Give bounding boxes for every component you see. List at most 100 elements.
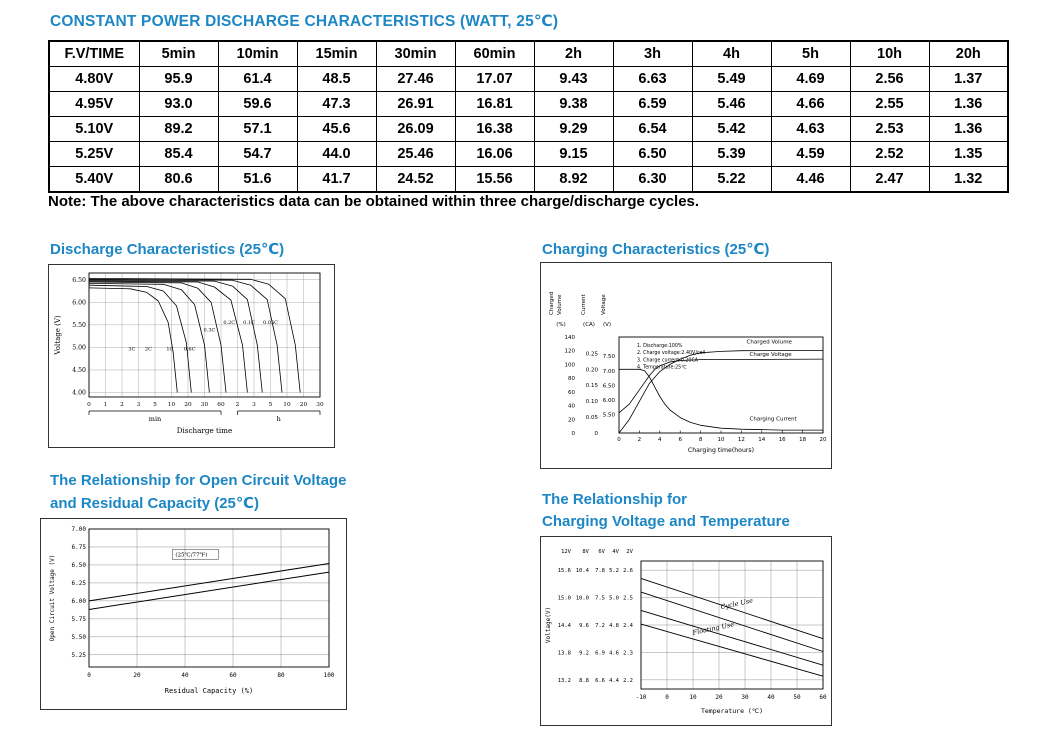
table-cell: 1.36 — [928, 116, 1009, 142]
table-cell: 4.66 — [770, 91, 851, 117]
discharge-heading: Discharge Characteristics (25℃) — [50, 241, 285, 258]
svg-text:9.6: 9.6 — [579, 623, 589, 629]
table-row-label: 4.80V — [48, 66, 140, 92]
svg-text:3C: 3C — [128, 347, 135, 353]
page-title: CONSTANT POWER DISCHARGE CHARACTERISTICS… — [50, 13, 559, 30]
table-row: 5.40V 80.6 51.6 41.7 24.52 15.56 8.92 6.30 5.22 4… — [48, 166, 1009, 193]
svg-text:5: 5 — [269, 402, 273, 408]
svg-text:20: 20 — [300, 402, 308, 408]
svg-text:6: 6 — [678, 437, 682, 443]
table-cell: 25.46 — [375, 141, 456, 167]
ocv-heading-line1: The Relationship for Open Circuit Voltag… — [50, 472, 347, 489]
svg-text:5: 5 — [153, 402, 157, 408]
svg-text:0.15: 0.15 — [586, 383, 599, 389]
table-cell: 54.7 — [217, 141, 298, 167]
svg-text:Charging time(hours): Charging time(hours) — [688, 447, 754, 454]
svg-text:0.05C: 0.05C — [263, 320, 278, 326]
table-cell: 4.59 — [770, 141, 851, 167]
table-header-cell: 30min — [375, 40, 456, 67]
svg-text:6.75: 6.75 — [72, 544, 87, 551]
table-cell: 89.2 — [138, 116, 219, 142]
svg-text:Charged: Charged — [549, 292, 555, 315]
svg-text:5.00: 5.00 — [72, 345, 86, 352]
svg-text:1: 1 — [104, 402, 108, 408]
temp-heading-line1: The Relationship for — [542, 491, 688, 508]
svg-text:30: 30 — [741, 694, 749, 701]
table-cell: 51.6 — [217, 166, 298, 193]
svg-text:Charging Current: Charging Current — [750, 417, 798, 423]
svg-text:3. Charge current:0.20CA: 3. Charge current:0.20CA — [637, 357, 699, 363]
svg-text:5.75: 5.75 — [72, 616, 87, 623]
table-cell: 1.37 — [928, 66, 1009, 92]
table-header-cell: 15min — [296, 40, 377, 67]
svg-text:6V: 6V — [598, 549, 605, 555]
table-cell: 6.54 — [612, 116, 693, 142]
table-header-cell: 5min — [138, 40, 219, 67]
note-text: Note: The above characteristics data can… — [48, 193, 700, 210]
svg-text:Floating Use: Floating Use — [691, 620, 735, 637]
table-cell: 93.0 — [138, 91, 219, 117]
svg-text:80: 80 — [568, 376, 575, 382]
svg-text:2V: 2V — [626, 549, 633, 555]
discharge-chart-box: 6.50 6.00 5.50 5.00 4.50 4.00 Voltage (V) 0 1 2 3 5… — [48, 264, 335, 448]
svg-text:10: 10 — [283, 402, 291, 408]
table-header-cell: F.V/TIME — [48, 40, 140, 67]
svg-text:8: 8 — [699, 437, 703, 443]
svg-text:(CA): (CA) — [583, 322, 595, 328]
svg-text:20: 20 — [715, 694, 723, 701]
svg-text:10: 10 — [689, 694, 697, 701]
cpd-table: F.V/TIME 5min 10min 15min 30min 60min 2h 3h 4h 5h… — [48, 40, 1009, 193]
ocv-chart: 7.00 6.75 6.50 6.25 6.00 5.75 5.50 5.25 0 20 40 60 8… — [49, 526, 335, 695]
svg-text:7.50: 7.50 — [603, 354, 616, 360]
temp-chart-box: 12V 8V 6V 4V 2V 15.6 10.4 7.8 5.2 2.6 15.0 10.0 7.5 5… — [540, 536, 832, 726]
svg-text:Temperature (℃): Temperature (℃) — [701, 707, 763, 715]
svg-text:Current: Current — [581, 293, 587, 315]
table-header-cell: 4h — [691, 40, 772, 67]
table-cell: 5.39 — [691, 141, 772, 167]
svg-text:2C: 2C — [145, 347, 152, 353]
svg-text:5.2: 5.2 — [609, 568, 619, 574]
svg-text:0.20: 0.20 — [586, 367, 599, 373]
svg-text:120: 120 — [565, 349, 576, 355]
table-cell: 17.07 — [454, 66, 535, 92]
svg-text:20: 20 — [184, 402, 192, 408]
charging-heading: Charging Characteristics (25℃) — [542, 241, 770, 258]
svg-text:13.2: 13.2 — [558, 678, 571, 684]
svg-text:50: 50 — [793, 694, 801, 701]
svg-text:8.8: 8.8 — [579, 678, 589, 684]
table-header-cell: 10min — [217, 40, 298, 67]
table-cell: 6.63 — [612, 66, 693, 92]
table-row-label: 5.25V — [48, 141, 140, 167]
svg-text:18: 18 — [799, 437, 806, 443]
svg-text:6.6: 6.6 — [595, 678, 605, 684]
svg-text:1C: 1C — [166, 347, 173, 353]
svg-text:7.8: 7.8 — [595, 568, 605, 574]
table-cell: 61.4 — [217, 66, 298, 92]
svg-text:0: 0 — [595, 431, 599, 437]
table-cell: 6.50 — [612, 141, 693, 167]
table-cell: 5.49 — [691, 66, 772, 92]
svg-text:Discharge time: Discharge time — [177, 426, 233, 435]
svg-text:60: 60 — [229, 672, 237, 679]
table-cell: 4.69 — [770, 66, 851, 92]
table-cell: 1.36 — [928, 91, 1009, 117]
charging-chart: Charged Volume(%)140120100806040200Curren… — [549, 292, 827, 454]
table-header-row: F.V/TIME 5min 10min 15min 30min 60min 2h 3h 4h 5h… — [48, 40, 1009, 67]
table-cell: 16.06 — [454, 141, 535, 167]
svg-text:min: min — [149, 415, 161, 423]
svg-text:0: 0 — [87, 672, 91, 679]
svg-text:8V: 8V — [582, 549, 589, 555]
svg-text:14: 14 — [758, 437, 765, 443]
svg-text:40: 40 — [181, 672, 189, 679]
svg-text:6.00: 6.00 — [72, 300, 86, 307]
svg-text:2: 2 — [120, 402, 124, 408]
svg-text:14.4: 14.4 — [558, 623, 572, 629]
svg-text:10.0: 10.0 — [576, 596, 589, 602]
table-cell: 48.5 — [296, 66, 377, 92]
svg-text:3: 3 — [137, 402, 141, 408]
svg-text:(%): (%) — [556, 322, 566, 328]
svg-text:2.6: 2.6 — [623, 568, 633, 574]
svg-text:12: 12 — [738, 437, 745, 443]
table-header-cell: 60min — [454, 40, 535, 67]
svg-text:6.25: 6.25 — [72, 580, 87, 587]
